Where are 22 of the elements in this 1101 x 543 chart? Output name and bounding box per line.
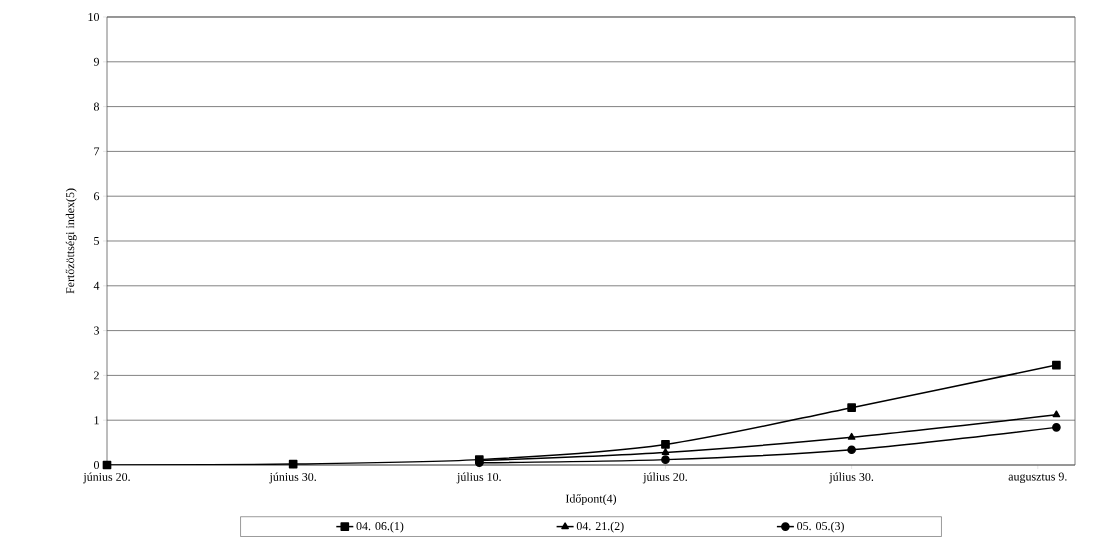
y-tick-label: 4 (93, 281, 100, 290)
x-tick-label: június 30. (269, 472, 316, 484)
legend-label: 04. 06.(1) (356, 521, 404, 533)
x-axis-title: Időpont(4) (565, 494, 617, 506)
y-tick-label: 6 (94, 192, 100, 201)
y-tick-label: 5 (94, 237, 100, 245)
y-axis-title: Fertőzöttségi index(5) (65, 188, 77, 294)
y-tick-label: 0 (93, 460, 100, 470)
x-tick-label: július 20. (642, 472, 687, 484)
legend-label: 05. 05.(3) (797, 521, 844, 533)
y-tick-label: 2 (94, 371, 99, 380)
y-tick-label: 8 (93, 102, 100, 111)
x-tick-label: június 20. (83, 472, 130, 484)
y-tick-label: 10 (88, 12, 100, 22)
x-tick-label: július 30. (829, 472, 874, 484)
y-tick-label: 1 (94, 416, 99, 425)
x-tick-label: július 10. (456, 472, 501, 484)
y-tick-label: 7 (94, 147, 100, 156)
y-tick-label: 9 (93, 57, 99, 66)
x-tick-label: augusztus 9. (1008, 472, 1067, 484)
legend-label: 04. 21.(2) (576, 521, 624, 533)
y-tick-label: 3 (94, 326, 100, 335)
